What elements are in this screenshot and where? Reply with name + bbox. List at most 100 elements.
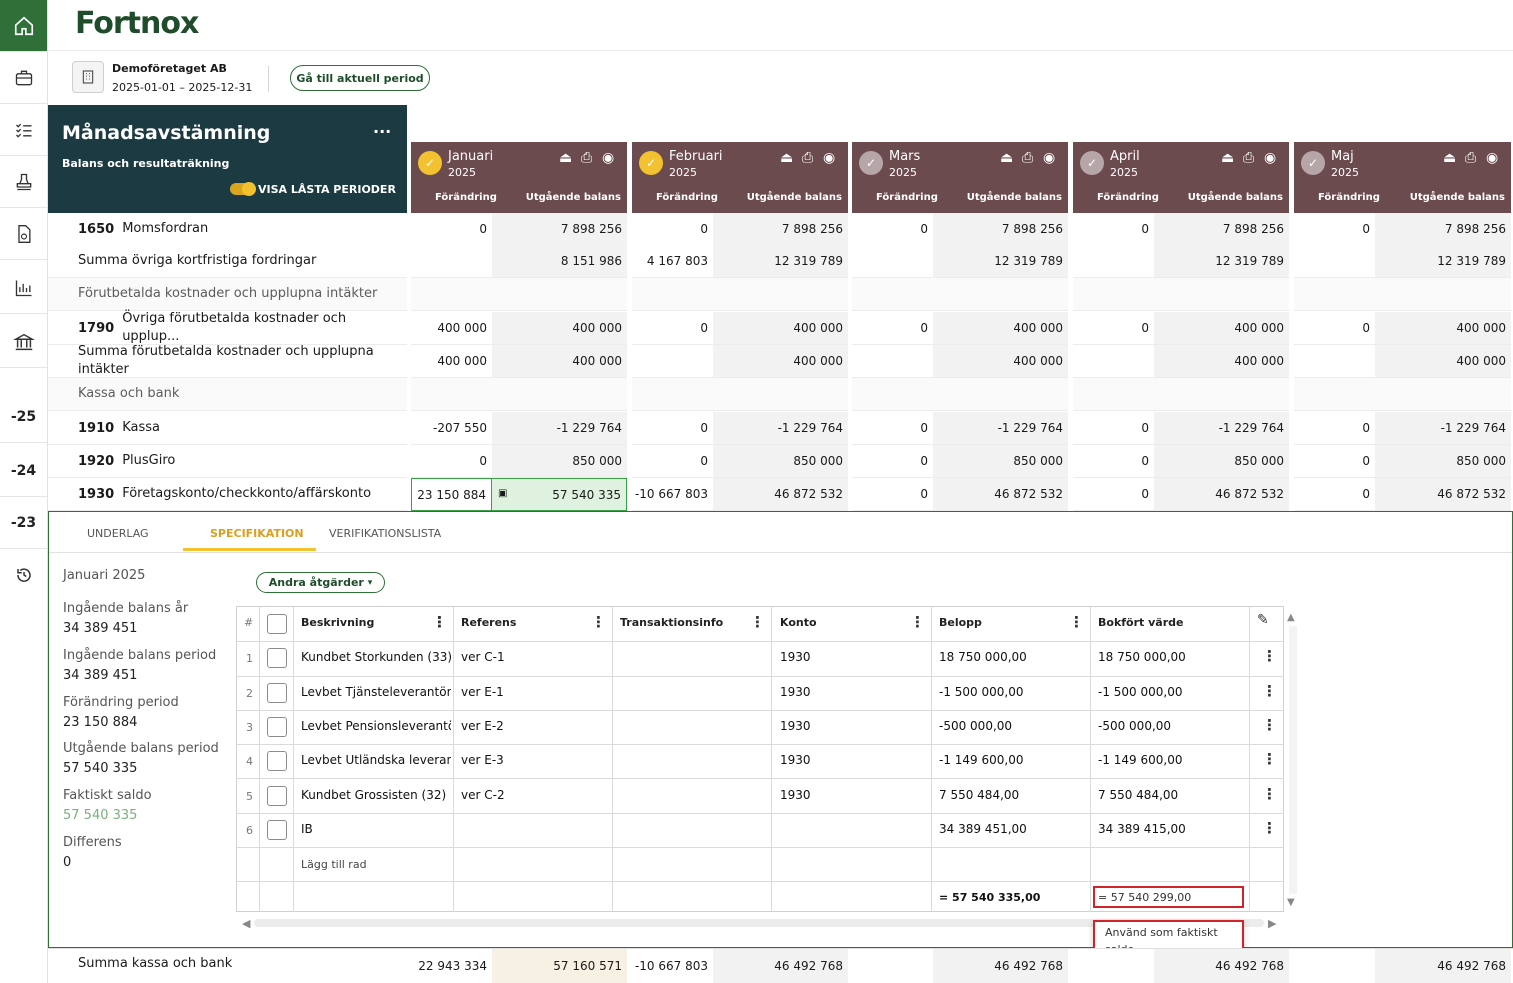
grid-header[interactable]: Referens xyxy=(461,616,517,629)
row-menu-icon[interactable]: ⋮ xyxy=(1262,716,1277,734)
closing-balance-cell[interactable]: 850 000 xyxy=(933,445,1068,478)
month-header-maj[interactable]: ✓ Maj 2025 ⏏ ⎙ ◉ Förändring Utgående balans xyxy=(1294,142,1511,213)
cell-booked-value[interactable]: -1 500 000,00 xyxy=(1098,685,1183,699)
closing-balance-cell[interactable]: 12 319 789 xyxy=(1154,245,1289,278)
checklist-icon[interactable] xyxy=(0,104,47,156)
month-header-mars[interactable]: ✓ Mars 2025 ⏏ ⎙ ◉ Förändring Utgående balans xyxy=(852,142,1068,213)
cell-account[interactable]: 1930 xyxy=(780,685,811,699)
closing-balance-cell[interactable] xyxy=(1375,378,1511,411)
grid-header[interactable]: Beskrivning xyxy=(301,616,375,629)
closing-balance-cell[interactable] xyxy=(492,378,627,411)
cell-reference[interactable]: ver E-3 xyxy=(461,753,504,767)
change-cell[interactable] xyxy=(632,278,713,311)
closing-balance-cell[interactable]: 7 898 256 xyxy=(1375,213,1511,246)
change-cell[interactable]: 0 xyxy=(852,478,933,511)
grid-header[interactable]: Bokfört värde xyxy=(1098,616,1184,629)
summary-change-cell[interactable] xyxy=(852,949,933,983)
cell-amount[interactable]: -1 149 600,00 xyxy=(939,753,1024,767)
scroll-up-icon[interactable]: ▲ xyxy=(1287,612,1295,623)
closing-balance-cell[interactable]: -1 229 764 xyxy=(1154,412,1289,445)
bank-icon[interactable] xyxy=(0,316,47,368)
cell-reference[interactable]: ver C-2 xyxy=(461,788,505,802)
closing-balance-cell[interactable]: 7 898 256 xyxy=(1154,213,1289,246)
closing-balance-cell[interactable] xyxy=(933,278,1068,311)
scroll-left-icon[interactable]: ◀ xyxy=(242,917,251,930)
cell-booked-value[interactable]: 7 550 484,00 xyxy=(1098,788,1179,802)
column-menu-icon[interactable]: ⋮ xyxy=(432,613,447,631)
column-menu-icon[interactable]: ⋮ xyxy=(1069,613,1084,631)
change-cell[interactable]: 0 xyxy=(1073,312,1154,345)
column-menu-icon[interactable]: ⋮ xyxy=(432,613,447,631)
column-menu-icon[interactable]: ⋮ xyxy=(591,613,606,631)
cell-description[interactable]: Kundbet Storkunden (33) (2 xyxy=(301,650,451,664)
grid-header[interactable]: Belopp xyxy=(939,616,982,629)
change-cell[interactable] xyxy=(852,345,933,378)
month-header-april[interactable]: ✓ April 2025 ⏏ ⎙ ◉ Förändring Utgående balans xyxy=(1073,142,1289,213)
grid-header[interactable]: # xyxy=(244,616,254,629)
select-all-checkbox[interactable] xyxy=(267,614,287,634)
cell-description[interactable]: Kundbet Grossisten (32) (20 xyxy=(301,788,451,802)
change-cell[interactable]: 0 xyxy=(1294,412,1375,445)
summary-change-cell[interactable]: 22 943 334 xyxy=(411,949,492,983)
row-label[interactable]: 1920 PlusGiro xyxy=(48,445,407,478)
change-cell[interactable] xyxy=(1294,245,1375,278)
cell-reference[interactable]: ver E-1 xyxy=(461,685,504,699)
closing-balance-cell[interactable]: 400 000 xyxy=(713,345,848,378)
row-label[interactable]: Kassa och bank xyxy=(48,378,407,411)
closing-balance-cell[interactable] xyxy=(933,378,1068,411)
edit-pencil-icon[interactable]: ✎ xyxy=(1257,612,1269,628)
row-checkbox[interactable] xyxy=(267,717,287,737)
closing-balance-cell[interactable]: 400 000 xyxy=(1154,312,1289,345)
change-cell[interactable]: 0 xyxy=(632,445,713,478)
closing-balance-cell[interactable]: 400 000 xyxy=(933,345,1068,378)
closing-balance-cell[interactable]: 46 872 532 xyxy=(713,478,848,511)
print-icon[interactable]: ⎙ xyxy=(1022,150,1037,166)
closing-balance-cell[interactable]: 57 540 335 xyxy=(492,478,627,511)
change-cell[interactable]: 0 xyxy=(632,312,713,345)
row-label[interactable]: 1790 Övriga förutbetalda kostnader och up… xyxy=(48,311,407,345)
closing-balance-cell[interactable] xyxy=(1154,378,1289,411)
summary-change-cell[interactable] xyxy=(1294,949,1375,983)
change-cell[interactable]: 0 xyxy=(1294,213,1375,246)
summary-change-cell[interactable]: -10 667 803 xyxy=(632,949,713,983)
change-cell[interactable]: 400 000 xyxy=(411,345,492,378)
change-cell[interactable]: 23 150 884 xyxy=(411,478,492,511)
stamp-icon[interactable]: ⏏ xyxy=(1443,150,1460,166)
history-icon[interactable] xyxy=(0,549,47,601)
info-value[interactable]: 57 540 335 xyxy=(63,808,138,823)
summary-closing-cell[interactable]: 46 492 768 xyxy=(1154,949,1289,983)
row-menu-icon[interactable]: ⋮ xyxy=(1262,647,1277,665)
change-cell[interactable] xyxy=(1073,345,1154,378)
closing-balance-cell[interactable] xyxy=(1154,278,1289,311)
cell-account[interactable]: 1930 xyxy=(780,753,811,767)
row-checkbox[interactable] xyxy=(267,683,287,703)
closing-balance-cell[interactable]: 400 000 xyxy=(492,312,627,345)
stamp-icon[interactable]: ⏏ xyxy=(559,150,576,166)
row-menu-icon[interactable]: ⋮ xyxy=(1262,785,1277,803)
closing-balance-cell[interactable]: 46 872 532 xyxy=(1154,478,1289,511)
change-cell[interactable]: 400 000 xyxy=(411,312,492,345)
cell-amount[interactable]: 18 750 000,00 xyxy=(939,650,1027,664)
change-cell[interactable]: 0 xyxy=(1073,478,1154,511)
closing-balance-cell[interactable] xyxy=(492,278,627,311)
closing-balance-cell[interactable]: 400 000 xyxy=(1154,345,1289,378)
change-cell[interactable] xyxy=(852,378,933,411)
note-icon[interactable]: ▣ xyxy=(498,488,508,499)
closing-balance-cell[interactable]: 46 872 532 xyxy=(1375,478,1511,511)
change-cell[interactable]: 0 xyxy=(1073,213,1154,246)
change-cell[interactable]: 0 xyxy=(1073,412,1154,445)
row-checkbox[interactable] xyxy=(267,751,287,771)
row-label[interactable]: Förutbetalda kostnader och upplupna intä… xyxy=(48,278,407,311)
year-2023[interactable]: -23 xyxy=(0,497,47,549)
document-icon[interactable] xyxy=(0,208,47,260)
change-cell[interactable]: -10 667 803 xyxy=(632,478,713,511)
row-menu-icon[interactable]: ⋮ xyxy=(1262,750,1277,768)
closing-balance-cell[interactable]: 400 000 xyxy=(713,312,848,345)
closing-balance-cell[interactable]: 8 151 986 xyxy=(492,245,627,278)
cell-description[interactable]: IB xyxy=(301,822,313,836)
cell-booked-value[interactable]: 18 750 000,00 xyxy=(1098,650,1186,664)
closing-balance-cell[interactable] xyxy=(713,378,848,411)
change-cell[interactable]: 0 xyxy=(852,412,933,445)
cell-amount[interactable]: 7 550 484,00 xyxy=(939,788,1020,802)
scroll-right-icon[interactable]: ▶ xyxy=(1268,917,1277,930)
